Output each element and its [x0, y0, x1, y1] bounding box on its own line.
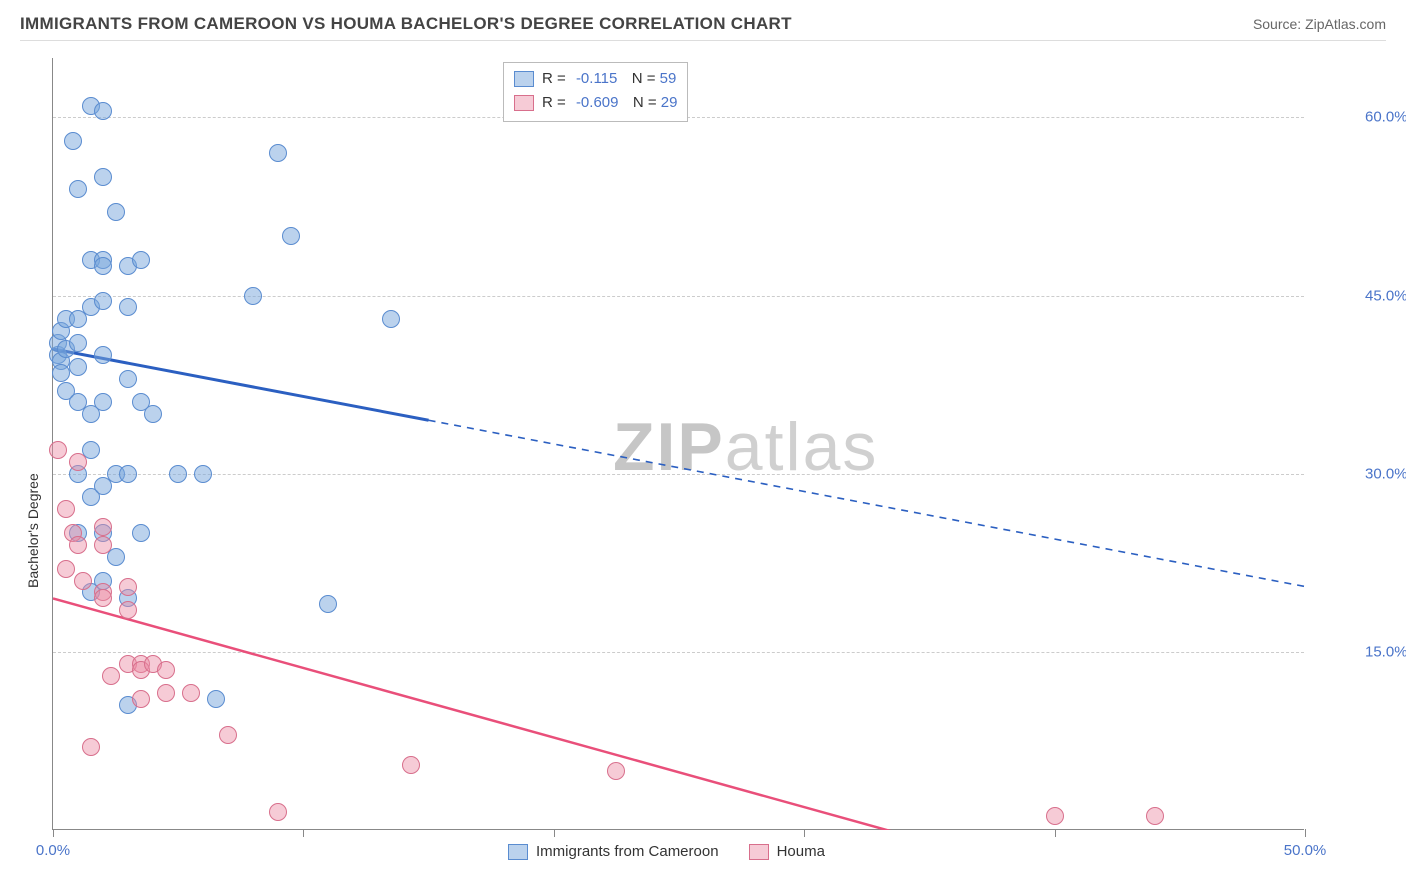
scatter-point-houma: [119, 578, 137, 596]
y-tick-label: 60.0%: [1365, 109, 1406, 126]
legend-swatch: [514, 71, 534, 87]
scatter-point-cameroon: [132, 524, 150, 542]
source-label: Source:: [1253, 16, 1305, 32]
source-name: ZipAtlas.com: [1305, 16, 1386, 32]
legend-item-cameroon: Immigrants from Cameroon: [508, 843, 719, 860]
scatter-point-houma: [94, 589, 112, 607]
scatter-point-cameroon: [94, 292, 112, 310]
scatter-point-houma: [94, 536, 112, 554]
scatter-point-cameroon: [94, 393, 112, 411]
scatter-point-cameroon: [94, 102, 112, 120]
x-tick: [53, 829, 54, 837]
scatter-point-houma: [82, 738, 100, 756]
legend-swatch: [749, 844, 769, 860]
x-tick: [1055, 829, 1056, 837]
legend-swatch: [508, 844, 528, 860]
chart-container: IMMIGRANTS FROM CAMEROON VS HOUMA BACHEL…: [0, 0, 1406, 892]
scatter-point-houma: [119, 601, 137, 619]
scatter-point-cameroon: [119, 298, 137, 316]
stats-row-houma: R = -0.609 N = 29: [514, 91, 677, 115]
scatter-point-houma: [219, 726, 237, 744]
x-tick: [1305, 829, 1306, 837]
scatter-point-cameroon: [194, 465, 212, 483]
scatter-point-houma: [49, 441, 67, 459]
x-tick: [554, 829, 555, 837]
scatter-point-cameroon: [69, 358, 87, 376]
scatter-point-cameroon: [119, 370, 137, 388]
stats-legend: R = -0.115 N = 59R = -0.609 N = 29: [503, 62, 688, 122]
source-attribution: Source: ZipAtlas.com: [1253, 16, 1386, 32]
scatter-point-houma: [269, 803, 287, 821]
stats-text: R = -0.609 N = 29: [542, 91, 677, 115]
scatter-point-cameroon: [64, 132, 82, 150]
scatter-point-houma: [102, 667, 120, 685]
scatter-point-houma: [1046, 807, 1064, 825]
legend-label: Immigrants from Cameroon: [536, 843, 719, 860]
legend-swatch: [514, 95, 534, 111]
scatter-point-houma: [94, 518, 112, 536]
scatter-point-cameroon: [319, 595, 337, 613]
scatter-point-houma: [182, 684, 200, 702]
bottom-legend: Immigrants from Cameroon Houma: [508, 843, 825, 860]
scatter-point-houma: [157, 661, 175, 679]
x-tick: [303, 829, 304, 837]
scatter-point-cameroon: [94, 168, 112, 186]
x-tick-label: 50.0%: [1284, 842, 1327, 859]
scatter-point-cameroon: [207, 690, 225, 708]
scatter-point-cameroon: [169, 465, 187, 483]
stats-row-cameroon: R = -0.115 N = 59: [514, 67, 677, 91]
scatter-point-houma: [69, 536, 87, 554]
gridline-h: [53, 474, 1304, 475]
scatter-point-houma: [57, 560, 75, 578]
scatter-point-cameroon: [119, 465, 137, 483]
trendlines-layer: [53, 58, 1305, 830]
y-tick-label: 15.0%: [1365, 643, 1406, 660]
legend-item-houma: Houma: [749, 843, 825, 860]
scatter-point-cameroon: [282, 227, 300, 245]
y-axis-label: Bachelor's Degree: [25, 473, 41, 588]
scatter-point-cameroon: [107, 203, 125, 221]
y-tick-label: 45.0%: [1365, 287, 1406, 304]
gridline-h: [53, 296, 1304, 297]
scatter-point-houma: [157, 684, 175, 702]
plot-area: Bachelor's Degree ZIPatlas 15.0%30.0%45.…: [52, 58, 1304, 830]
stats-text: R = -0.115 N = 59: [542, 67, 676, 91]
x-tick-label: 0.0%: [36, 842, 70, 859]
scatter-point-cameroon: [69, 334, 87, 352]
scatter-point-houma: [69, 453, 87, 471]
scatter-point-cameroon: [94, 257, 112, 275]
scatter-point-houma: [1146, 807, 1164, 825]
legend-label: Houma: [777, 843, 825, 860]
scatter-point-cameroon: [52, 364, 70, 382]
scatter-point-cameroon: [269, 144, 287, 162]
scatter-point-cameroon: [132, 251, 150, 269]
gridline-h: [53, 652, 1304, 653]
trend-line: [429, 420, 1305, 586]
scatter-point-houma: [74, 572, 92, 590]
scatter-point-cameroon: [69, 180, 87, 198]
scatter-point-houma: [607, 762, 625, 780]
scatter-point-houma: [57, 500, 75, 518]
trend-line: [53, 598, 929, 830]
title-bar: IMMIGRANTS FROM CAMEROON VS HOUMA BACHEL…: [20, 14, 1386, 41]
scatter-point-houma: [132, 690, 150, 708]
y-tick-label: 30.0%: [1365, 465, 1406, 482]
x-tick: [804, 829, 805, 837]
scatter-point-cameroon: [94, 346, 112, 364]
scatter-point-houma: [402, 756, 420, 774]
scatter-point-cameroon: [382, 310, 400, 328]
scatter-point-cameroon: [144, 405, 162, 423]
scatter-point-cameroon: [244, 287, 262, 305]
chart-title: IMMIGRANTS FROM CAMEROON VS HOUMA BACHEL…: [20, 14, 792, 34]
